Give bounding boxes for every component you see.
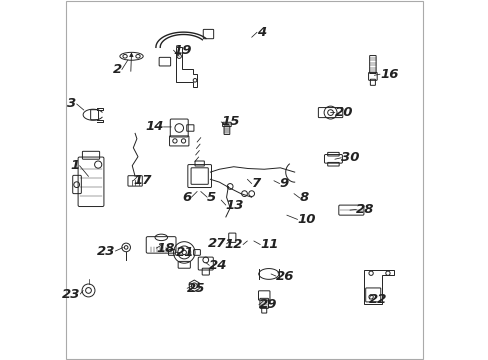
Text: 19: 19 [173,44,192,57]
Text: 9: 9 [279,177,288,190]
Text: 2: 2 [112,63,122,76]
Text: 11: 11 [260,238,278,251]
Text: 27: 27 [207,237,226,250]
Text: 6: 6 [182,191,191,204]
Text: 10: 10 [297,213,315,226]
Text: 23: 23 [97,244,115,257]
Text: 12: 12 [224,238,243,251]
Text: 1: 1 [70,159,80,172]
Text: 15: 15 [221,116,239,129]
Text: 3: 3 [67,98,77,111]
Text: 5: 5 [207,191,216,204]
Text: 25: 25 [187,282,205,295]
Text: 23: 23 [61,288,80,301]
Text: 24: 24 [209,259,227,272]
Text: 20: 20 [334,106,353,119]
Text: 8: 8 [299,192,308,204]
Text: 21: 21 [176,246,194,259]
Text: 14: 14 [144,121,163,134]
Text: 29: 29 [258,298,277,311]
Text: 13: 13 [225,199,244,212]
Text: 26: 26 [276,270,294,283]
Text: 16: 16 [379,68,398,81]
Text: 7: 7 [251,177,261,190]
Text: 4: 4 [257,26,266,39]
Text: 30: 30 [341,151,359,164]
Text: 28: 28 [356,203,374,216]
Text: 22: 22 [368,293,387,306]
Text: 18: 18 [156,242,174,255]
Text: 17: 17 [133,174,151,187]
